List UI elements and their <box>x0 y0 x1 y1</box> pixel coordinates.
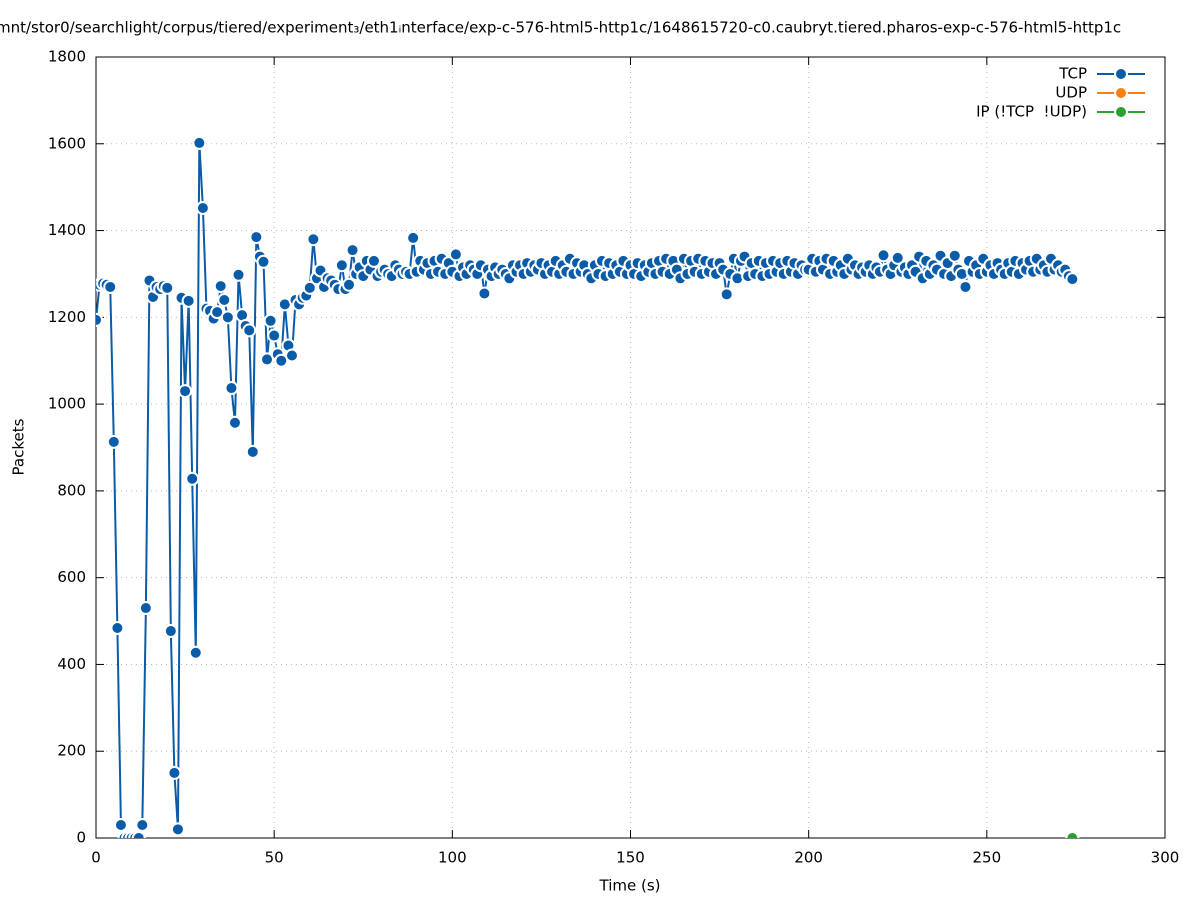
data-point <box>167 765 182 780</box>
data-point <box>477 286 492 301</box>
data-point <box>131 831 146 838</box>
y-tick-label: 400 <box>57 655 86 673</box>
y-tick-label: 0 <box>76 829 86 847</box>
data-point <box>719 287 734 302</box>
data-point <box>242 323 257 338</box>
series <box>96 135 1080 838</box>
data-point <box>138 601 153 616</box>
data-point <box>1065 831 1080 838</box>
y-axis-label: Packets <box>10 418 28 475</box>
data-point <box>210 305 225 320</box>
data-point <box>181 293 196 308</box>
data-point <box>160 280 175 295</box>
data-point <box>217 292 232 307</box>
data-point <box>341 277 356 292</box>
data-point <box>231 267 246 282</box>
data-point <box>260 352 275 367</box>
data-point <box>195 200 210 215</box>
data-point <box>345 243 360 258</box>
y-tick-label: 1600 <box>48 134 86 152</box>
data-point <box>249 230 264 245</box>
y-tick-label: 600 <box>57 568 86 586</box>
data-point <box>224 381 239 396</box>
y-tick-label: 1000 <box>48 395 86 413</box>
data-point <box>306 232 321 247</box>
data-point <box>947 248 962 263</box>
data-point <box>220 310 235 325</box>
legend-label: UDP <box>1055 84 1087 102</box>
data-point <box>406 230 421 245</box>
data-point <box>284 348 299 363</box>
data-point <box>448 247 463 262</box>
series <box>1065 831 1080 838</box>
legend-label: TCP <box>1058 65 1087 83</box>
data-point <box>96 312 103 327</box>
data-point <box>890 250 905 265</box>
data-point <box>163 624 178 639</box>
x-tick-label: 300 <box>1151 849 1180 867</box>
data-point <box>135 817 150 832</box>
x-tick-label: 200 <box>794 849 823 867</box>
data-point <box>267 328 282 343</box>
y-tick-label: 1400 <box>48 221 86 239</box>
y-tick-label: 1800 <box>48 48 86 66</box>
legend-marker <box>1114 67 1128 81</box>
y-tick-label: 800 <box>57 481 86 499</box>
data-point <box>302 280 317 295</box>
data-point <box>256 254 271 269</box>
y-tick-label: 200 <box>57 742 86 760</box>
data-point <box>213 279 228 294</box>
data-point <box>188 645 203 660</box>
data-point <box>876 248 891 263</box>
x-tick-label: 50 <box>265 849 284 867</box>
data-point <box>178 384 193 399</box>
data-point <box>185 471 200 486</box>
data-point <box>274 353 289 368</box>
data-point <box>334 258 349 273</box>
data-point <box>192 135 207 150</box>
data-point <box>958 279 973 294</box>
data-point <box>1065 272 1080 287</box>
legend-marker <box>1114 86 1128 100</box>
chart-title: mnt/stor0/searchlight/corpus/tiered/expe… <box>0 19 1121 37</box>
data-point <box>245 444 260 459</box>
data-point <box>227 415 242 430</box>
x-tick-label: 100 <box>438 849 467 867</box>
x-axis-label: Time (s) <box>599 877 661 895</box>
data-point <box>113 817 128 832</box>
data-point <box>110 620 125 635</box>
data-point <box>103 279 118 294</box>
data-point <box>106 434 121 449</box>
plot-frame <box>95 56 1166 839</box>
x-tick-label: 150 <box>616 849 645 867</box>
y-tick-label: 1200 <box>48 308 86 326</box>
legend-label: IP (!TCP !UDP) <box>976 103 1087 121</box>
legend-marker <box>1114 105 1128 119</box>
data-point <box>263 313 278 328</box>
data-point <box>170 822 185 837</box>
data-point <box>366 253 381 268</box>
x-tick-label: 250 <box>973 849 1002 867</box>
x-tick-label: 0 <box>91 849 101 867</box>
